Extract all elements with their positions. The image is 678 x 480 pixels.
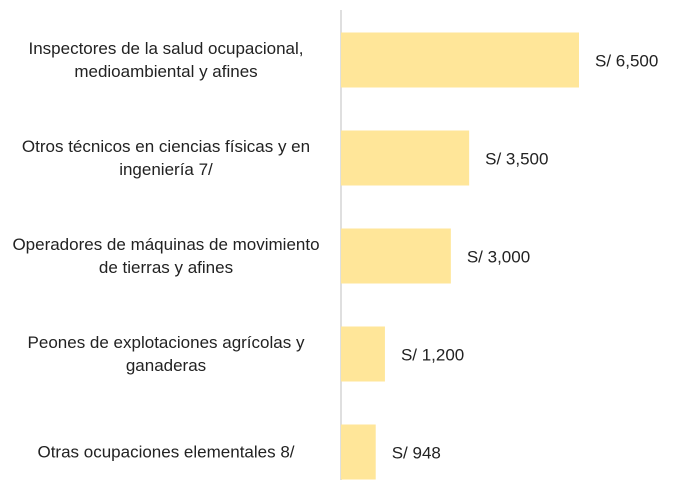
bar: [341, 424, 376, 480]
value-label: S/ 3,000: [467, 247, 530, 266]
value-label: S/ 1,200: [401, 345, 464, 364]
bar: [341, 228, 451, 284]
value-label: S/ 3,500: [485, 149, 548, 168]
category-label: Otros técnicos en ciencias físicas y en …: [21, 137, 311, 179]
value-label: S/ 6,500: [595, 51, 658, 70]
bar: [341, 326, 385, 382]
bar: [341, 32, 579, 88]
category-label: Inspectores de la salud ocupacional, med…: [28, 39, 304, 81]
category-label: Peones de explotaciones agrícolas y gana…: [27, 333, 305, 375]
category-label: Otras ocupaciones elementales 8/: [37, 442, 295, 462]
bar: [341, 130, 470, 186]
category-label: Operadores de máquinas de movimiento de …: [12, 235, 320, 277]
value-label: S/ 948: [392, 443, 441, 462]
